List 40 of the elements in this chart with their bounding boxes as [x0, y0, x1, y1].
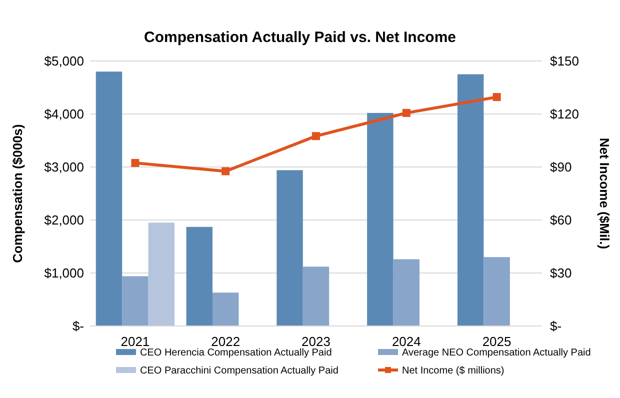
y2-tick-label: $90 — [550, 160, 572, 175]
y2-axis-title: Net Income ($Mil.) — [597, 138, 612, 250]
y2-tick-label: $60 — [550, 212, 572, 228]
bar — [96, 72, 122, 326]
chart-title: Compensation Actually Paid vs. Net Income — [144, 29, 456, 46]
bar — [457, 74, 484, 326]
x-tick-label: 2022 — [211, 334, 240, 349]
y-tick-label: $5,000 — [44, 54, 84, 69]
legend-label: CEO Paracchini Compensation Actually Paid — [140, 366, 338, 376]
x-tick-label: 2023 — [302, 334, 330, 349]
point — [131, 158, 140, 167]
y-tick-label: $1,000 — [44, 266, 84, 281]
y2-tick-label: $- — [550, 318, 562, 334]
x-tick-label: 2024 — [392, 334, 421, 349]
legend-label: CEO Herencia Compensation Actually Paid — [140, 348, 332, 358]
bar — [484, 257, 510, 326]
y-tick-label: $4,000 — [44, 106, 84, 122]
point — [312, 132, 320, 140]
legend-label: Net Income ($ millions) — [402, 366, 504, 376]
bar — [186, 226, 212, 326]
y-tick-label: $3,000 — [44, 160, 84, 175]
bar — [148, 222, 175, 326]
bar — [393, 259, 420, 326]
bar — [122, 276, 148, 326]
bar — [212, 292, 239, 326]
x-tick-label: 2021 — [120, 334, 150, 349]
y2-tick-label: $30 — [550, 266, 572, 281]
point — [222, 167, 230, 176]
x-tick-label: 2025 — [482, 334, 512, 349]
y-tick-label: $2,000 — [44, 212, 84, 228]
y2-tick-label: $150 — [550, 54, 579, 69]
legend-label: Average NEO Compensation Actually Paid — [402, 348, 591, 358]
point — [492, 93, 501, 102]
bar — [276, 170, 303, 326]
bar — [367, 112, 394, 326]
y2-tick-label: $120 — [550, 106, 579, 122]
bar — [302, 266, 330, 326]
y-tick-label: $- — [72, 318, 84, 334]
point — [402, 108, 410, 117]
y-axis-title: Compensation ($000s) — [10, 124, 25, 263]
